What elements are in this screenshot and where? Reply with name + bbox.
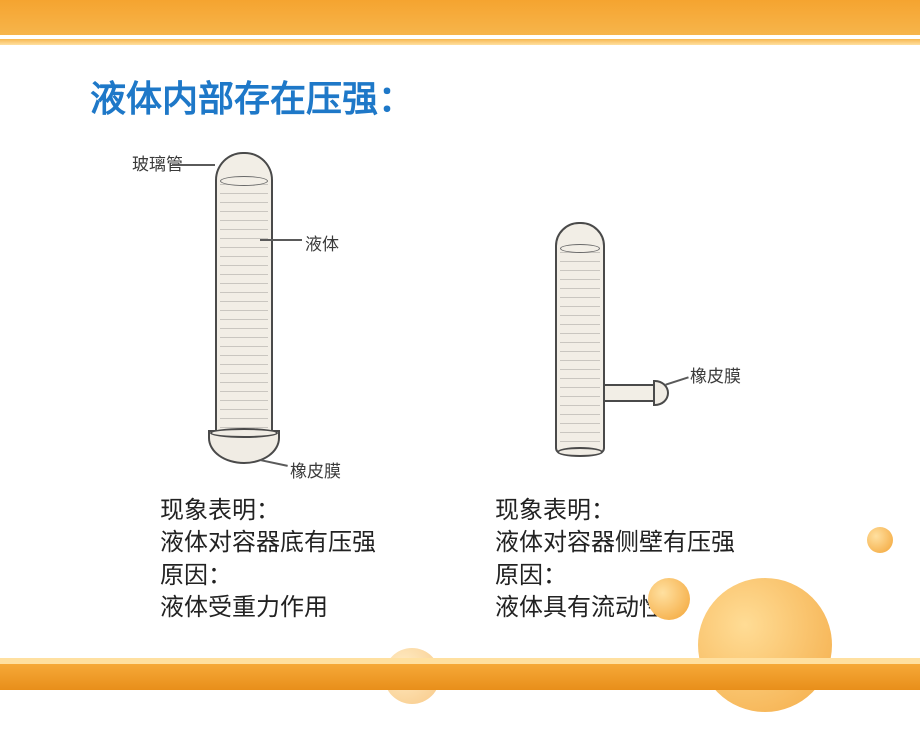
side-tube	[603, 384, 655, 402]
label-glass-tube-1: 玻璃管	[132, 150, 183, 175]
label-membrane-right: 橡皮膜	[690, 362, 741, 387]
liquid-fill-right	[560, 244, 600, 448]
figure-left: 玻璃管 液体 橡皮膜	[130, 142, 390, 482]
leader-line	[665, 376, 688, 385]
liquid-surface-left	[220, 176, 268, 186]
caption-line: 液体受重力作用	[160, 592, 376, 624]
figure-right: 橡皮膜	[515, 222, 785, 477]
caption-line: 现象表明：	[495, 495, 735, 527]
decor-circle-fill	[698, 578, 832, 712]
liquid-fill-left	[220, 176, 268, 432]
label-liquid: 液体	[305, 230, 339, 255]
caption-left: 现象表明： 液体对容器底有压强 原因： 液体受重力作用	[160, 495, 376, 625]
tube-bottom	[557, 447, 603, 457]
caption-line: 原因：	[495, 560, 735, 592]
bottom-band	[0, 664, 920, 690]
decor-circle-small	[648, 578, 690, 620]
label-membrane-left: 橡皮膜	[290, 457, 341, 482]
glass-tube-left	[215, 152, 273, 432]
membrane-ring	[210, 428, 278, 438]
leader-line	[260, 459, 288, 466]
liquid-surface-right	[560, 244, 600, 253]
caption-line: 现象表明：	[160, 495, 376, 527]
glass-tube-right	[555, 222, 605, 454]
diagram-area: 玻璃管 液体 橡皮膜 橡皮膜	[100, 142, 820, 487]
page-title: 液体内部存在压强：	[90, 70, 414, 122]
caption-line: 原因：	[160, 560, 376, 592]
decor-circle-fill	[867, 527, 893, 553]
caption-line: 液体对容器侧壁有压强	[495, 527, 735, 559]
leader-line	[260, 239, 302, 241]
top-band-shadow	[0, 39, 920, 45]
caption-line: 液体对容器底有压强	[160, 527, 376, 559]
leader-line	[172, 164, 215, 166]
top-band	[0, 0, 920, 42]
